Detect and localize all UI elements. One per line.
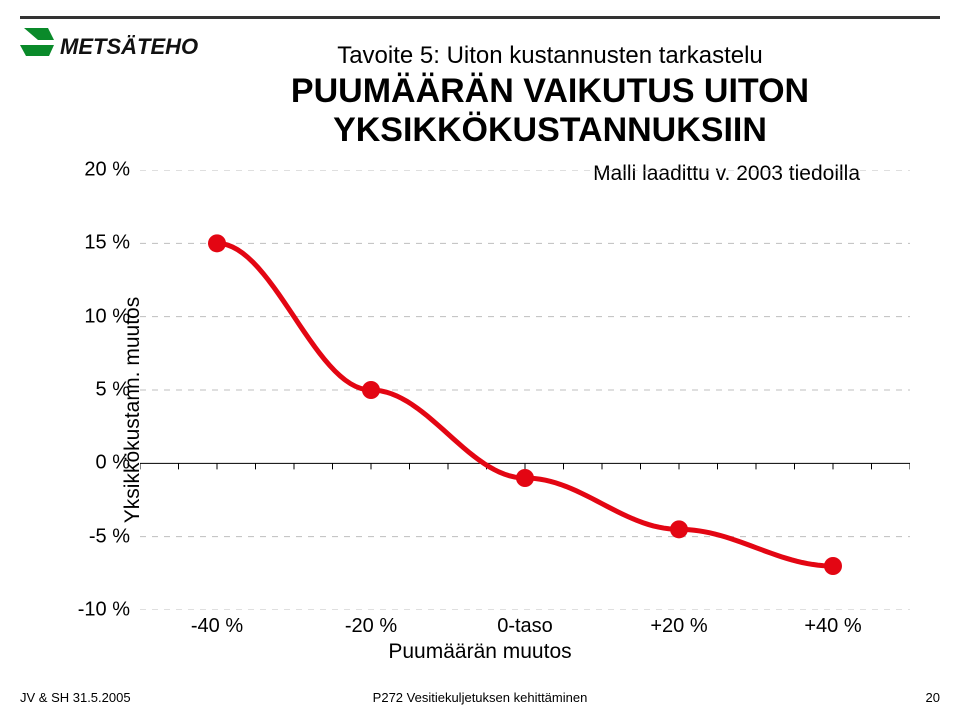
x-tick-label: +40 % [804,615,861,638]
footer-right: 20 [926,690,940,705]
chart-area: Yksikkökustann. muutos Puumäärän muutos … [30,160,930,660]
x-tick-label: -40 % [191,615,243,638]
y-tick-label: 15 % [60,232,130,255]
y-tick-label: 10 % [60,305,130,328]
y-tick-label: 0 % [60,452,130,475]
x-axis-label: Puumäärän muutos [388,640,571,664]
brand-logo-text: METSÄTEHO [60,34,198,59]
x-tick-label: -20 % [345,615,397,638]
series-marker [362,381,380,399]
chart-plot: -10 %-5 %0 %5 %10 %15 %20 %-40 %-20 %0-t… [140,170,910,610]
series-marker [824,557,842,575]
chart-title-line2: YKSIKKÖKUSTANNUKSIIN [333,111,767,149]
chart-svg [140,170,910,610]
title-block: Tavoite 5: Uiton kustannusten tarkastelu… [200,42,900,150]
series-marker [516,469,534,487]
series-marker [208,234,226,252]
chart-pretitle: Tavoite 5: Uiton kustannusten tarkastelu [200,42,900,70]
x-tick-label: 0-taso [497,615,553,638]
series-marker [670,520,688,538]
footer-left: JV & SH 31.5.2005 [20,690,131,705]
x-tick-label: +20 % [650,615,707,638]
series-line [217,243,833,566]
y-tick-label: -5 % [60,525,130,548]
y-tick-label: -10 % [60,599,130,622]
chart-title-line1: PUUMÄÄRÄN VAIKUTUS UITON [291,72,809,110]
y-tick-label: 20 % [60,159,130,182]
footer-center: P272 Vesitiekuljetuksen kehittäminen [373,690,588,705]
y-tick-label: 5 % [60,379,130,402]
brand-logo: METSÄTEHO [20,28,220,62]
header-rule [20,16,940,19]
chart-title: PUUMÄÄRÄN VAIKUTUS UITON YKSIKKÖKUSTANNU… [200,72,900,150]
